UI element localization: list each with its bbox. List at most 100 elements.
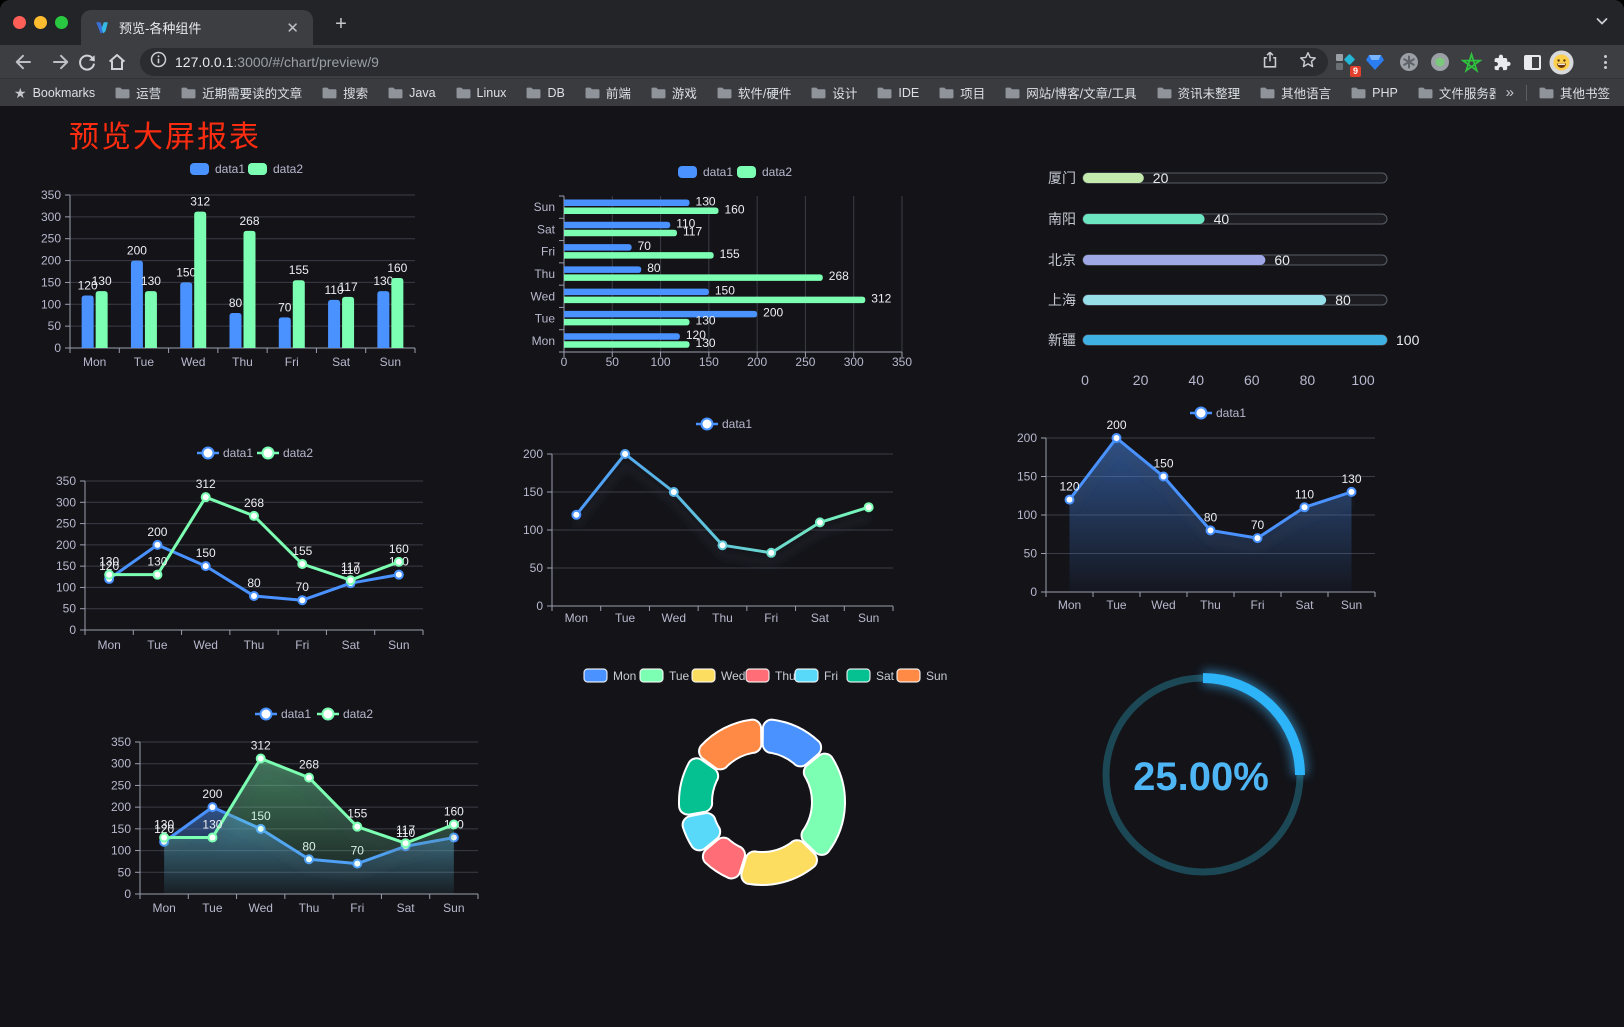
bookmark-folder-item[interactable]: 搜索 (322, 83, 368, 102)
legend-item[interactable]: data1 (1190, 406, 1246, 420)
svg-text:150: 150 (176, 265, 196, 279)
legend-item[interactable]: data2 (248, 162, 303, 176)
legend-item[interactable]: data1 (197, 446, 253, 460)
reload-button[interactable] (74, 49, 100, 75)
window-minimize-button[interactable] (34, 16, 47, 29)
extension-devtools-icon[interactable]: 9 (1332, 49, 1361, 77)
bookmark-folder-item[interactable]: 游戏 (651, 83, 697, 102)
chart-city-progress[interactable]: 厦门 20 南阳 40 北京 60 上海 80 新疆 100 0 20 40 60 80 100 (1048, 170, 1420, 388)
chart-legend[interactable]: data1 data2 (255, 707, 373, 721)
back-button[interactable] (10, 49, 36, 75)
svg-text:Wed: Wed (721, 669, 745, 683)
bookmarks-overflow-chevrons[interactable]: » (1505, 84, 1514, 101)
legend-item[interactable]: Mon (583, 668, 636, 683)
chart-weekday-donut[interactable]: Mon Tue Wed Thu Fri Sat Sun (583, 668, 947, 887)
svg-text:120: 120 (154, 822, 174, 836)
window-close-button[interactable] (13, 16, 26, 29)
bookmark-folder-item[interactable]: IDE (877, 86, 919, 100)
extension-gem-icon[interactable] (1362, 49, 1388, 75)
chart-legend[interactable]: data1 (696, 417, 752, 431)
bookmark-folder-item[interactable]: PHP (1351, 86, 1398, 100)
chart-grouped-bar[interactable]: 0 50 100 150 200 250 300 350 Mon Tue Wed Thu Fri Sat S… (41, 162, 416, 369)
legend-item[interactable]: data2 (317, 707, 373, 721)
profile-avatar[interactable] (1548, 49, 1574, 75)
legend-item[interactable]: Wed (691, 668, 745, 683)
legend-item[interactable]: data2 (257, 446, 313, 460)
new-tab-button[interactable]: + (335, 13, 347, 35)
donut-slice-Wed[interactable] (740, 839, 818, 887)
chart-two-line[interactable]: 0 50 100 150 200 250 300 350 Mon Tue Wed Thu Fri Sat S… (56, 446, 424, 652)
bookmark-folder-item[interactable]: 前端 (585, 83, 631, 102)
donut-slice-Sun[interactable] (698, 718, 763, 771)
folder-icon (1157, 87, 1172, 98)
legend-item[interactable]: Thu (745, 668, 796, 683)
bookmark-label: 其他语言 (1281, 87, 1332, 101)
chart-grouped-hbar[interactable]: 0 50 100 150 200 250 300 350 data1 data2 Sun 130 160… (531, 165, 913, 369)
donut-slice-Thu[interactable] (701, 836, 746, 880)
extension-pentagram-icon[interactable] (1458, 49, 1484, 75)
legend-item[interactable]: data2 (737, 165, 792, 179)
chart-gradient-line[interactable]: 0 50 100 150 200 Mon Tue Wed Thu Fri Sat Sun data1 (523, 417, 894, 625)
legend-item[interactable]: data1 (678, 165, 733, 179)
legend-item[interactable]: data1 (696, 417, 752, 431)
extensions-puzzle-icon[interactable] (1489, 49, 1515, 75)
home-button[interactable] (104, 49, 130, 75)
svg-text:data2: data2 (762, 165, 792, 179)
sidebar-toggle-icon[interactable] (1519, 49, 1545, 75)
donut-slice-Sat[interactable] (678, 757, 720, 816)
chart-two-area[interactable]: 0 50 100 150 200 250 300 350 Mon Tue Wed Thu Fri Sat S… (111, 707, 479, 915)
share-icon[interactable] (1260, 50, 1280, 75)
url-text[interactable]: 127.0.0.1:3000/#/chart/preview/9 (175, 54, 379, 70)
legend-item[interactable]: Tue (639, 668, 690, 683)
legend-item[interactable]: Sun (896, 668, 947, 683)
chart-percent-gauge[interactable]: 25.00% (1102, 670, 1308, 876)
bookmark-folder-item[interactable]: 资讯未整理 (1157, 83, 1240, 102)
page-content: 预览大屏报表 0 50 (0, 106, 1624, 1027)
svg-text:80: 80 (647, 261, 661, 275)
legend-item[interactable]: Sat (846, 668, 895, 683)
bookmark-label: 其他书签 (1559, 87, 1610, 101)
bookmark-folder-item[interactable]: 其他语言 (1260, 83, 1331, 102)
extension-asterisk-icon[interactable] (1396, 49, 1422, 75)
donut-slice-Tue[interactable] (800, 752, 846, 856)
forward-button[interactable] (48, 49, 74, 75)
legend-item[interactable]: Fri (794, 668, 838, 683)
svg-text:200: 200 (747, 355, 767, 369)
bookmark-folder-item[interactable]: 近期需要读的文章 (181, 83, 302, 102)
other-bookmarks-item[interactable]: 其他书签 (1539, 83, 1610, 102)
chart-legend[interactable]: data1 data2 (197, 446, 313, 460)
chart-legend[interactable]: data1 data2 (678, 165, 792, 179)
browser-menu-icon[interactable] (1592, 49, 1618, 75)
browser-tab[interactable]: 预览-各种组件 ✕ (81, 10, 313, 45)
bookmark-star-icon[interactable] (1298, 50, 1318, 75)
bookmark-folder-item[interactable]: DB (526, 86, 565, 100)
folder-icon (115, 87, 130, 98)
svg-text:Sun: Sun (380, 355, 401, 369)
bookmark-folder-item[interactable]: Java (388, 86, 436, 100)
chart-legend[interactable]: data1 data2 (190, 162, 303, 176)
bookmark-folder-item[interactable]: 运营 (115, 83, 161, 102)
bookmark-folder-item[interactable]: 项目 (939, 83, 985, 102)
bookmark-folder-item[interactable]: 网站/博客/文章/工具 (1005, 83, 1137, 102)
address-bar[interactable]: 127.0.0.1:3000/#/chart/preview/9 (140, 48, 1328, 76)
extension-green-dot-icon[interactable] (1427, 49, 1453, 75)
legend-item[interactable]: data1 (190, 162, 245, 176)
tab-search-chevron-icon[interactable] (1594, 14, 1610, 33)
legend-item[interactable]: data1 (255, 707, 311, 721)
window-zoom-button[interactable] (55, 16, 68, 29)
svg-text:268: 268 (244, 496, 264, 510)
bookmark-folder-item[interactable]: 文件服务器 (1418, 83, 1496, 102)
site-info-icon[interactable] (150, 51, 167, 73)
chart-legend[interactable]: Mon Tue Wed Thu Fri Sat Sun (583, 668, 947, 683)
bookmark-folder-item[interactable]: 软件/硬件 (717, 83, 791, 102)
donut-slice-Fri[interactable] (681, 812, 722, 852)
tab-close-icon[interactable]: ✕ (286, 19, 299, 37)
svg-text:268: 268 (299, 758, 319, 772)
bookmark-folder-item[interactable]: Linux (456, 86, 506, 100)
chart-legend[interactable]: data1 (1190, 406, 1246, 420)
donut-slice-Mon[interactable] (761, 718, 823, 768)
bookmark-folder-item[interactable]: 设计 (811, 83, 857, 102)
bookmarks-root-item[interactable]: ★ Bookmarks (14, 86, 95, 100)
